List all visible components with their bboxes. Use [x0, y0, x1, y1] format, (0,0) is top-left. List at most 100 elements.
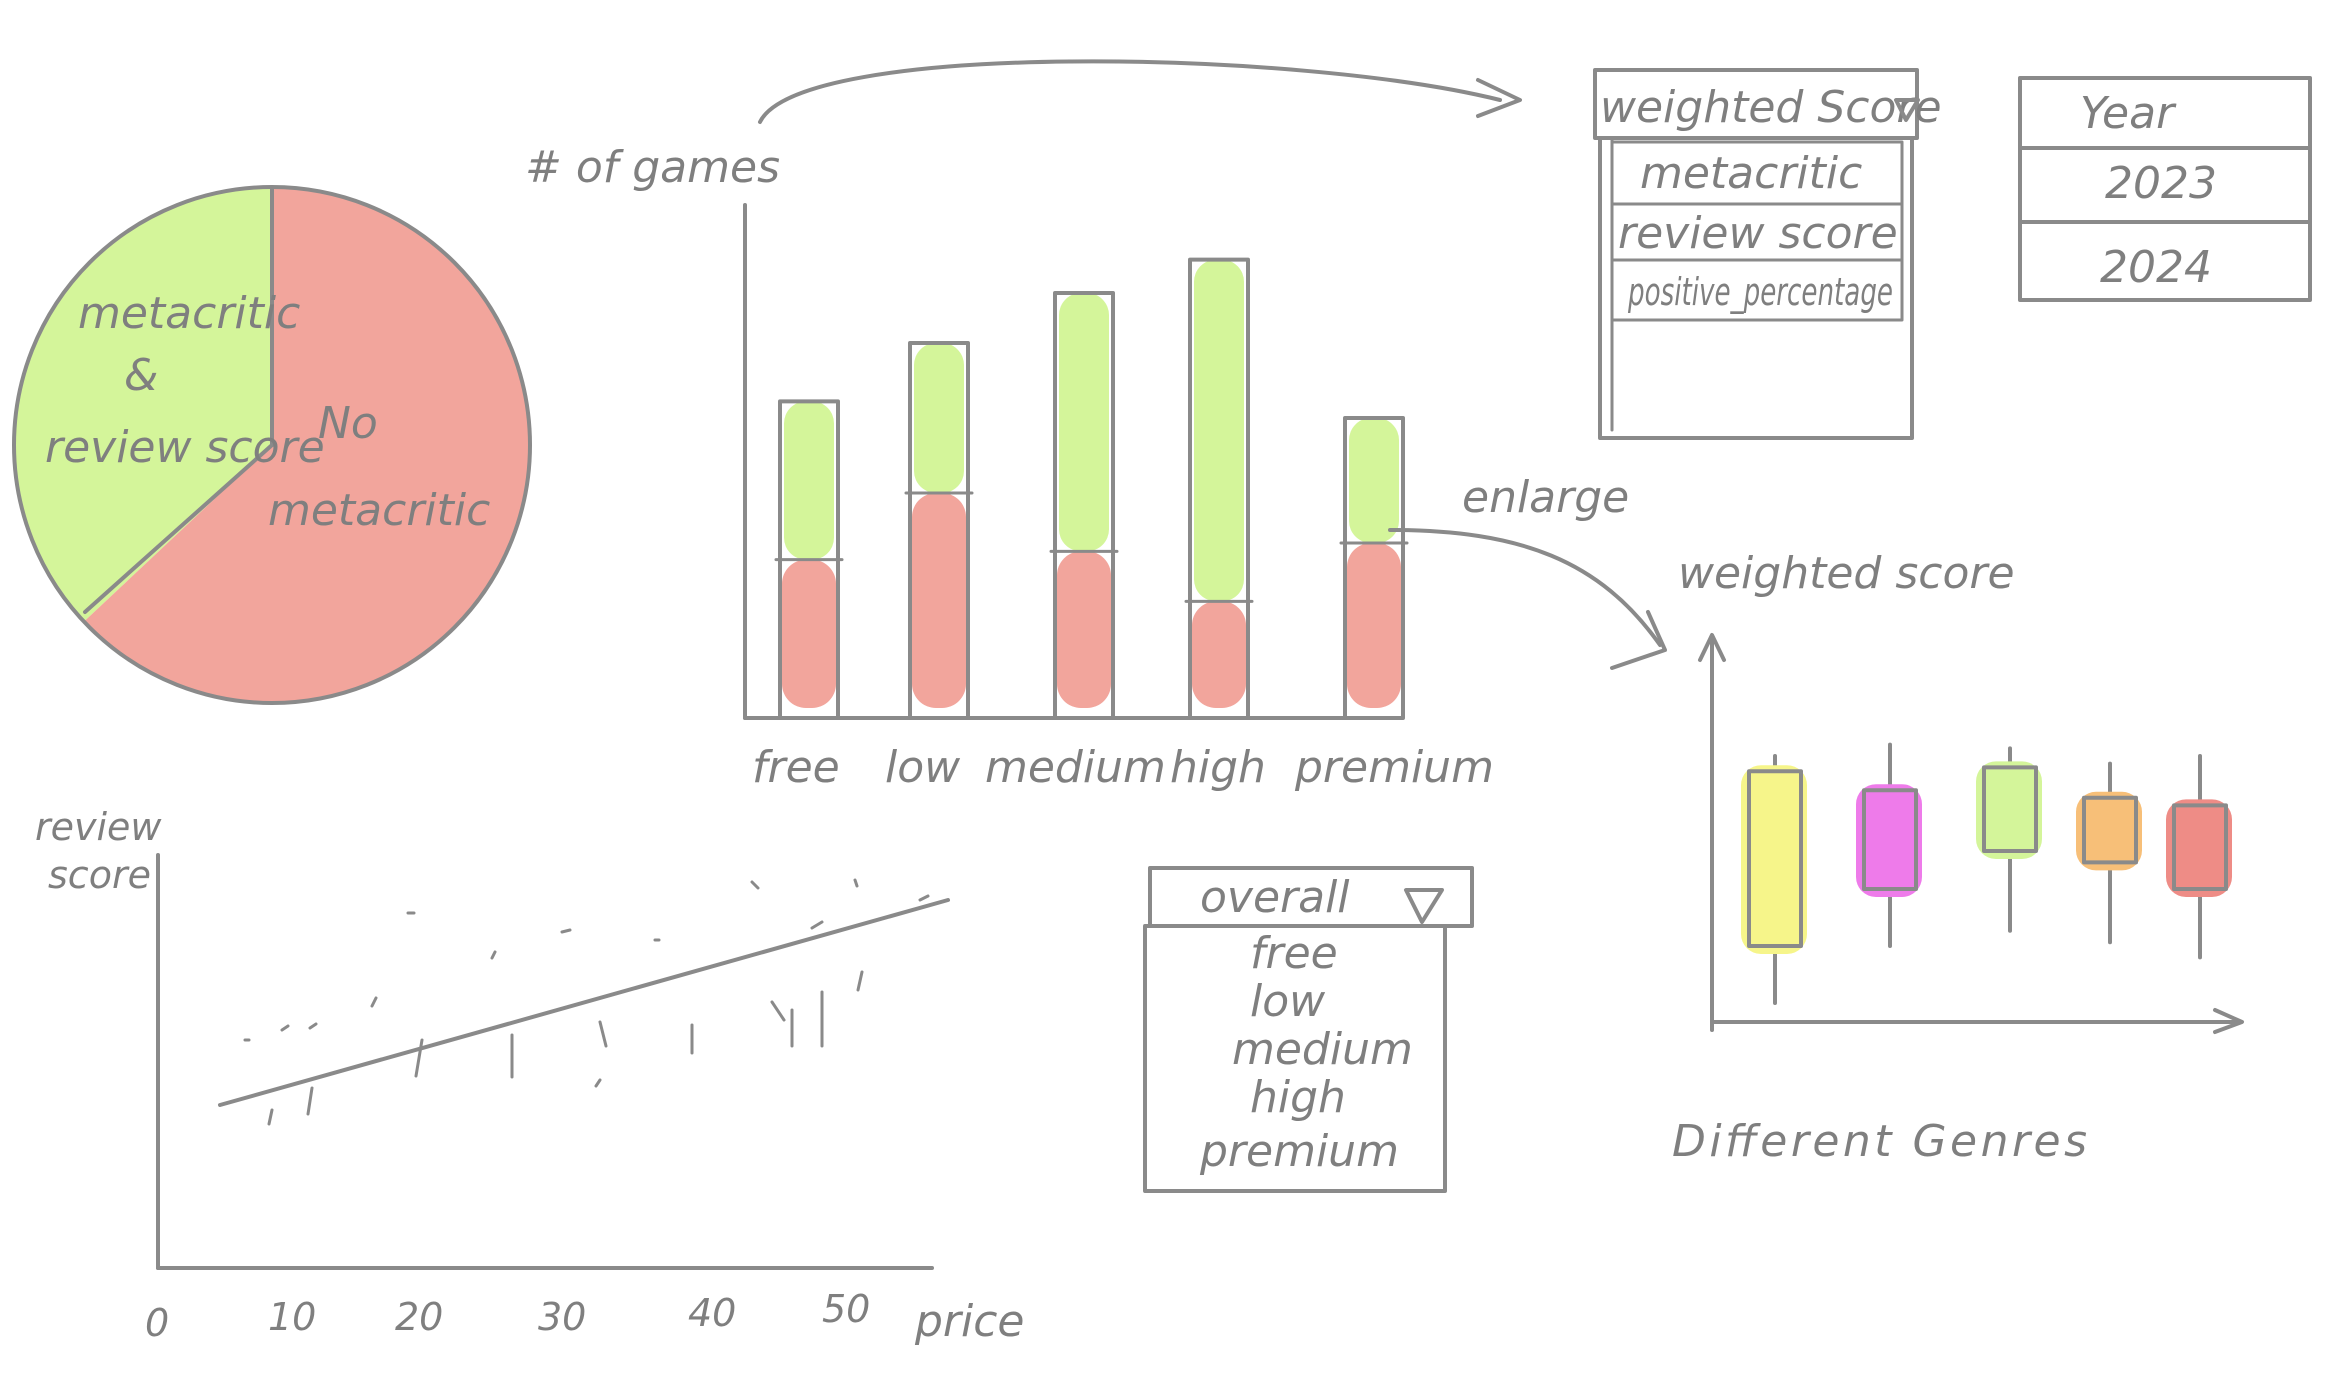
- pie-label-no-metacritic-2: metacritic: [268, 485, 490, 536]
- bar-segment-no-metacritic: [1057, 551, 1111, 708]
- scatter-point: [594, 1078, 602, 1088]
- box-outline: [1747, 769, 1803, 949]
- scatter-point: [853, 878, 859, 888]
- scatter-x-tick-50: 50: [822, 1287, 870, 1331]
- box-fill: [2076, 791, 2142, 871]
- scatter-point: [490, 950, 497, 960]
- price-dropdown-caret-icon[interactable]: [1404, 888, 1444, 924]
- dropdown-caret-icon[interactable]: [1894, 98, 1920, 122]
- box-plots: [1741, 742, 2232, 1005]
- bar-outline: [1053, 291, 1115, 720]
- scatter-point: [306, 1086, 314, 1116]
- scatter-point: [770, 1000, 786, 1022]
- box-fill: [2166, 799, 2232, 897]
- scatter-point: [280, 1024, 290, 1032]
- bar-outline: [908, 341, 970, 720]
- bar-category-low: low: [885, 742, 961, 793]
- dropdown-option-review-score-label[interactable]: review score: [1618, 208, 1898, 259]
- scatter-x-tick-0: 0: [145, 1301, 169, 1345]
- scatter-point: [810, 920, 824, 930]
- dropdown-option-metacritic-label[interactable]: metacritic: [1640, 148, 1862, 199]
- bar-category-premium: premium: [1294, 742, 1494, 793]
- scatter-trend-line: [218, 898, 950, 1107]
- scatter-point: [598, 1020, 608, 1048]
- price-option-free[interactable]: free: [1250, 928, 1338, 979]
- bar-segment-no-metacritic: [1192, 601, 1246, 708]
- bar-segment-metacritic: [1194, 259, 1244, 602]
- box-chart: weighted score Different Genres: [1672, 548, 2244, 1167]
- year-table-box: [2018, 76, 2312, 302]
- pie-chart: metacritic & review score No metacritic: [12, 185, 532, 705]
- bar-outline: [1188, 257, 1250, 720]
- bar-segment-metacritic: [784, 401, 834, 560]
- year-2024[interactable]: 2024: [2100, 242, 2212, 293]
- box-outline: [1982, 765, 2038, 854]
- price-dropdown[interactable]: overall free low medium high premium: [1143, 866, 1474, 1193]
- arrow-to-score-dropdown: [758, 59, 1502, 124]
- bar-category-free: free: [752, 742, 840, 793]
- box-chart-xlabel: Different Genres: [1672, 1116, 2087, 1167]
- scatter-point: [856, 970, 864, 992]
- scatter-x-tick-10: 10: [268, 1295, 316, 1339]
- pie-divider-bottom: [83, 443, 274, 614]
- scatter-point: [560, 928, 572, 934]
- box-fill: [1741, 765, 1807, 954]
- bar-chart-ylabel: # of games: [525, 142, 780, 193]
- scatter-plot: review score: [35, 805, 1025, 1347]
- weighted-score-dropdown[interactable]: weighted Score metacritic review score p…: [1593, 68, 1942, 440]
- arrow-head-enlarge: [1610, 610, 1667, 670]
- bar-segment-no-metacritic: [1347, 543, 1401, 708]
- year-2023[interactable]: 2023: [2105, 158, 2217, 209]
- pie-slice-metacritic: [13, 187, 272, 622]
- bar-outline: [1343, 416, 1405, 720]
- pie-label-no-metacritic-1: No: [318, 398, 378, 449]
- scatter-point: [414, 1038, 424, 1078]
- arrow-head-score-dropdown: [1476, 78, 1522, 118]
- dropdown-selected-label[interactable]: weighted Score: [1600, 82, 1942, 133]
- box-chart-y-arrow-head: [1698, 633, 1726, 662]
- price-dropdown-list: [1143, 924, 1447, 1193]
- bar-category-medium: medium: [985, 742, 1166, 793]
- bar-category-high: high: [1170, 742, 1266, 793]
- pie-label-metacritic-1: metacritic: [78, 288, 300, 339]
- bar-segment-metacritic: [1059, 293, 1109, 552]
- bar-segment-no-metacritic: [912, 493, 966, 708]
- pie-label-metacritic-3: review score: [45, 422, 325, 473]
- year-table-header: Year: [2080, 88, 2177, 139]
- scatter-x-tick-20: 20: [395, 1295, 443, 1339]
- scatter-ylabel-1: review: [35, 805, 162, 849]
- dropdown-option-positive[interactable]: [1610, 258, 1904, 322]
- scatter-points: [243, 878, 930, 1126]
- dropdown-option-positive-label[interactable]: positive_percentage: [1627, 270, 1893, 314]
- bar-chart: # of games free low medium high premium: [525, 142, 1494, 793]
- bar-stacks: [774, 257, 1409, 720]
- pie-label-metacritic-2: &: [124, 350, 158, 401]
- price-option-premium[interactable]: premium: [1199, 1126, 1399, 1177]
- scatter-x-tick-40: 40: [688, 1291, 736, 1335]
- pie-slice-no-metacritic: [83, 187, 531, 703]
- price-dropdown-selected[interactable]: overall: [1200, 872, 1350, 923]
- dropdown-list-box: [1598, 136, 1914, 440]
- price-option-low[interactable]: low: [1250, 976, 1326, 1027]
- box-chart-x-arrow-head: [2213, 1008, 2244, 1034]
- bar-segment-metacritic: [914, 343, 964, 493]
- bar-segment-metacritic: [1349, 418, 1399, 543]
- price-option-medium[interactable]: medium: [1232, 1024, 1413, 1075]
- box-chart-ylabel: weighted score: [1678, 548, 2015, 599]
- scatter-ylabel-2: score: [48, 853, 151, 897]
- enlarge-annotation: enlarge: [1462, 472, 1629, 523]
- scatter-point: [918, 894, 930, 902]
- price-option-high[interactable]: high: [1250, 1072, 1346, 1123]
- year-table: Year 2023 2024: [2018, 76, 2312, 302]
- scatter-xlabel: price: [914, 1296, 1025, 1347]
- box-fill: [1856, 784, 1922, 897]
- box-fill: [1976, 761, 2042, 859]
- scatter-point: [750, 880, 760, 890]
- arrow-enlarge: [1388, 528, 1662, 647]
- scatter-x-tick-30: 30: [538, 1295, 586, 1339]
- scatter-point: [370, 996, 378, 1008]
- scatter-point: [267, 1108, 274, 1126]
- box-outline: [2172, 803, 2228, 892]
- box-outline: [2082, 795, 2138, 865]
